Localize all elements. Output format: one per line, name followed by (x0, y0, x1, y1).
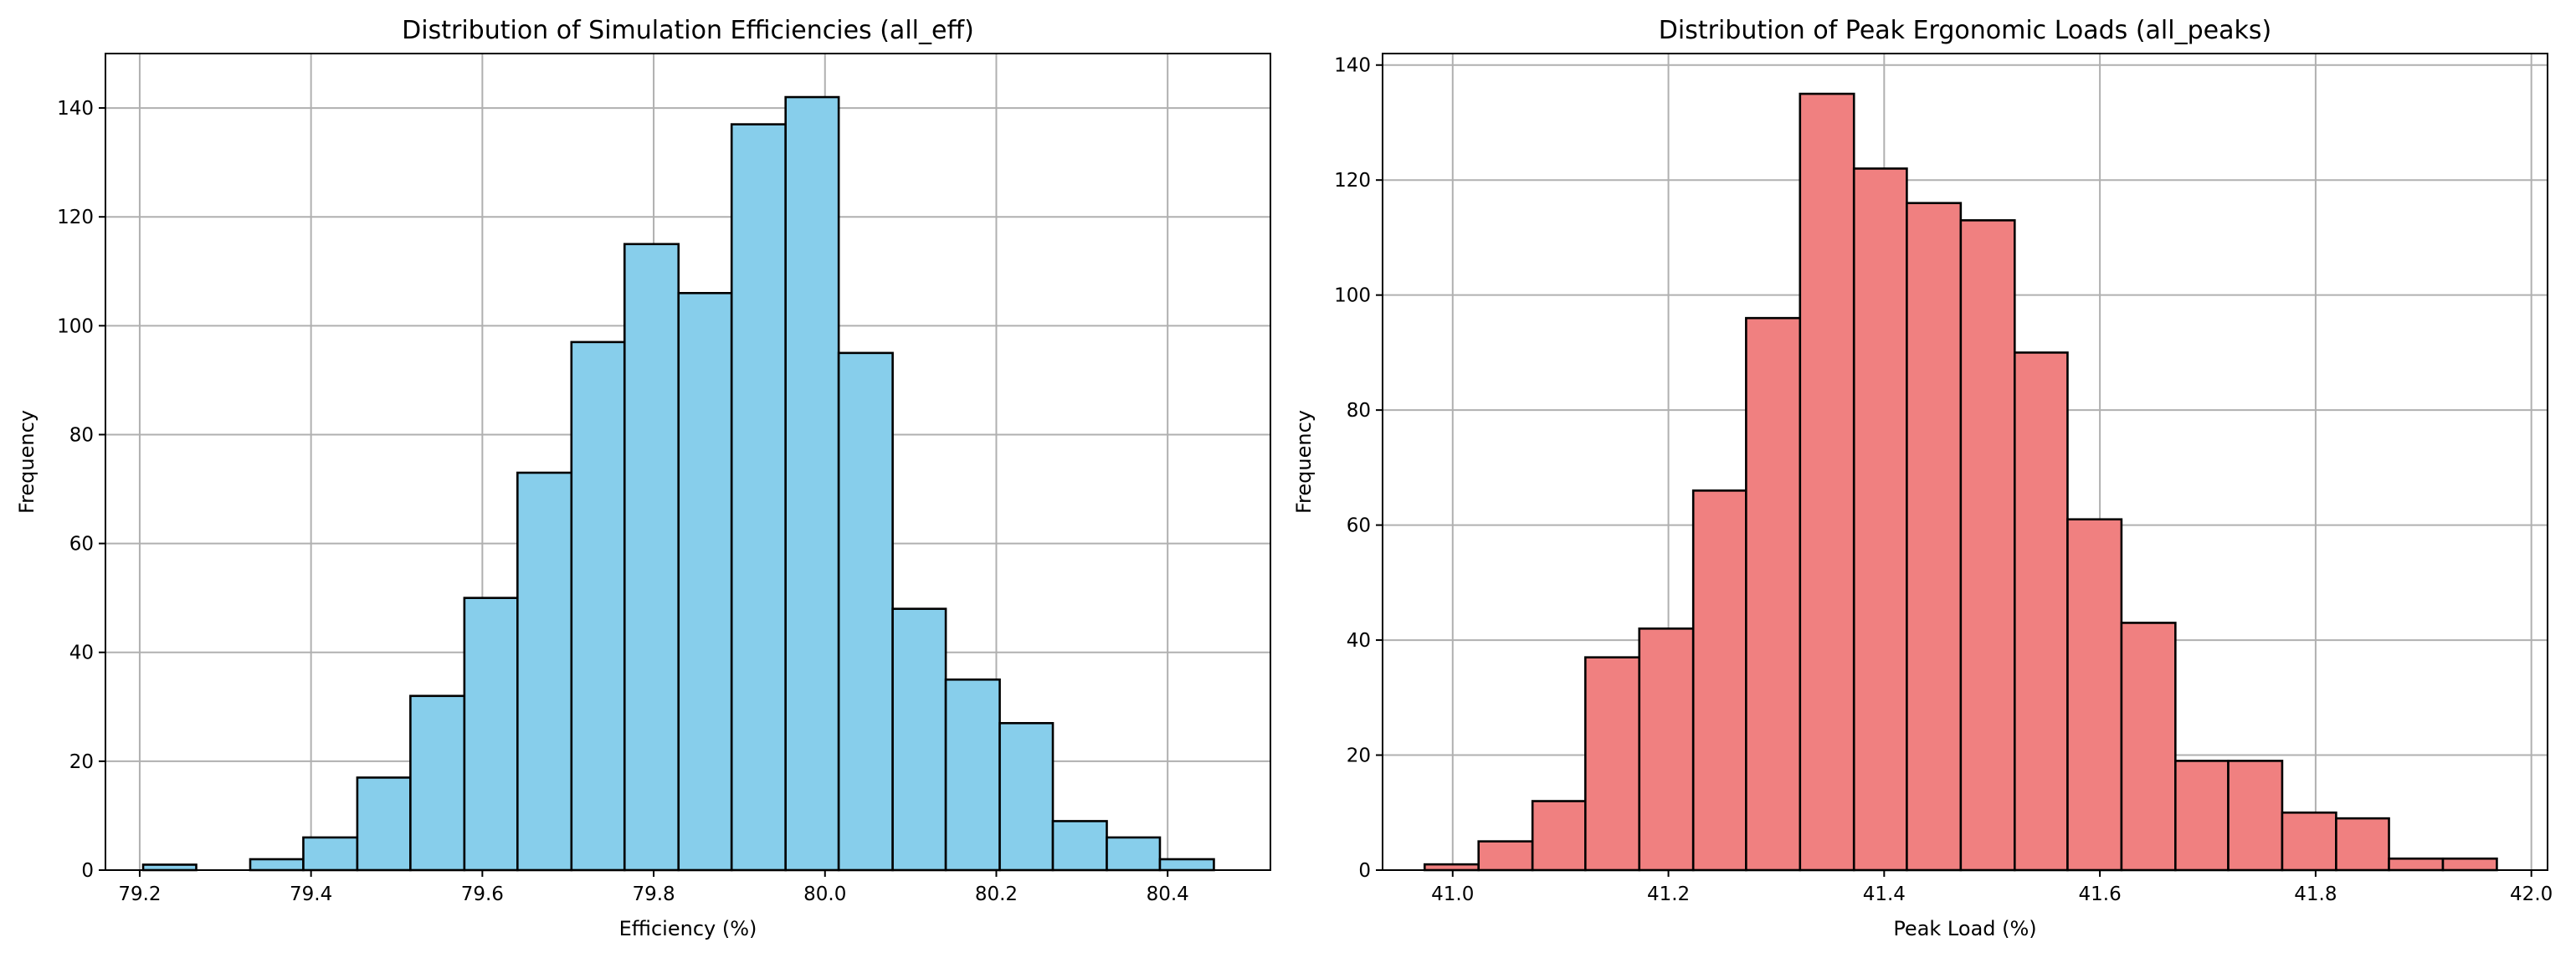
peak-load-x-tick-label: 41.6 (2079, 883, 2122, 905)
peak-load-x-tick-label: 41.2 (1647, 883, 1690, 905)
peak-load-y-tick-label: 120 (1334, 170, 1371, 192)
peak-load-y-tick-label: 60 (1347, 515, 1371, 537)
efficiency-y-tick-label: 140 (57, 98, 94, 120)
peak-load-y-tick-label: 100 (1334, 285, 1371, 307)
efficiency-histogram-bar (516, 471, 573, 872)
peak-load-x-tick-label: 41.0 (1431, 883, 1474, 905)
efficiency-histogram-bar (837, 351, 894, 872)
peak-load-histogram-bar (2120, 622, 2177, 872)
peak-load-histogram-bar (2174, 760, 2230, 872)
efficiency-x-ticks: 79.2 79.4 79.6 79.8 80.0 80.2 80.4 (118, 870, 1189, 905)
peak-load-x-axis-label: Peak Load (%) (1893, 917, 2036, 940)
peak-load-histogram-bar (2066, 518, 2123, 872)
efficiency-histogram-bar (1106, 836, 1162, 872)
efficiency-y-tick-label: 80 (69, 424, 94, 446)
efficiency-y-tick-label: 40 (69, 643, 94, 664)
efficiency-histogram-bar (623, 243, 680, 872)
peak-load-y-tick-label: 80 (1347, 400, 1371, 422)
efficiency-y-tick-label: 60 (69, 534, 94, 556)
efficiency-histogram-bar (409, 694, 466, 872)
peak-load-y-ticks: 0 20 40 60 80 100 120 140 (1334, 55, 1383, 882)
peak-load-histogram-bar (1691, 489, 1747, 872)
peak-load-histogram-bar (1423, 863, 1480, 872)
efficiency-histogram-bar (249, 858, 305, 872)
efficiency-y-axis-label: Frequency (15, 410, 38, 514)
efficiency-y-tick-label: 20 (69, 751, 94, 773)
efficiency-x-tick-label: 79.8 (632, 883, 675, 905)
peak-load-histogram-bar (2441, 857, 2498, 872)
efficiency-histogram-bar (784, 95, 840, 872)
peak-load-y-tick-label: 20 (1347, 745, 1371, 767)
efficiency-chart-title: Distribution of Simulation Efficiencies … (402, 16, 974, 45)
efficiency-y-tick-label: 120 (57, 207, 94, 228)
peak-load-y-tick-label: 40 (1347, 630, 1371, 652)
efficiency-histogram-bar (1158, 858, 1215, 872)
peak-load-x-tick-label: 41.8 (2294, 883, 2337, 905)
peak-load-histogram-bar (1531, 800, 1587, 872)
peak-load-x-tick-label: 41.4 (1863, 883, 1906, 905)
efficiency-x-tick-label: 80.4 (1147, 883, 1189, 905)
peak-load-y-axis-label: Frequency (1292, 410, 1316, 514)
efficiency-y-tick-label: 0 (81, 860, 94, 882)
peak-load-y-tick-label: 0 (1358, 860, 1371, 882)
peak-load-histogram-bar (2335, 817, 2390, 872)
peak-load-histogram-bar (1745, 316, 1802, 872)
peak-load-x-tick-label: 42.0 (2510, 883, 2553, 905)
peak-load-histogram-bar (1638, 627, 1695, 872)
peak-load-histogram-bar (2388, 857, 2445, 872)
peak-load-histogram-bar (2281, 811, 2337, 872)
efficiency-histogram-bar (730, 123, 787, 872)
efficiency-x-tick-label: 79.2 (118, 883, 161, 905)
efficiency-histogram: 79.2 79.4 79.6 79.8 80.0 80.2 80.4 0 20 40 60 80 10… (15, 16, 1271, 940)
peak-load-histogram-bar (1477, 840, 1534, 872)
efficiency-y-ticks: 0 20 40 60 80 100 120 140 (57, 98, 105, 882)
efficiency-histogram-bar (302, 836, 359, 872)
efficiency-x-axis-label: Efficiency (%) (619, 917, 757, 940)
efficiency-plot-frame (105, 53, 1271, 871)
peak-load-plot-frame (1382, 53, 2548, 871)
efficiency-x-tick-label: 80.2 (975, 883, 1018, 905)
efficiency-x-tick-label: 79.6 (461, 883, 504, 905)
peak-load-histogram-bar (2227, 760, 2284, 872)
peak-load-histogram-bar (1799, 92, 1855, 872)
efficiency-histogram-bar (1051, 820, 1108, 872)
peak-load-bars (1423, 92, 2498, 872)
peak-load-grid (1383, 54, 2548, 871)
efficiency-x-tick-label: 79.4 (290, 883, 332, 905)
efficiency-y-tick-label: 100 (57, 315, 94, 337)
efficiency-histogram-bar (998, 722, 1055, 872)
efficiency-histogram-bar (356, 776, 412, 872)
efficiency-histogram-bar (677, 291, 733, 872)
peak-load-histogram-bar (1959, 219, 2016, 872)
efficiency-histogram-bar (944, 678, 1001, 872)
peak-load-histogram-bar (2013, 351, 2069, 872)
peak-load-x-ticks: 41.0 41.2 41.4 41.6 41.8 42.0 (1431, 870, 2553, 905)
peak-load-histogram-bar (1852, 167, 1908, 872)
peak-load-histogram-bar (1906, 202, 1963, 872)
efficiency-histogram-bar (463, 597, 519, 872)
peak-load-y-tick-label: 140 (1334, 55, 1371, 77)
efficiency-histogram-bar (891, 607, 947, 872)
efficiency-x-tick-label: 80.0 (803, 883, 846, 905)
efficiency-bars (141, 95, 1215, 872)
peak-load-chart-title: Distribution of Peak Ergonomic Loads (al… (1659, 16, 2271, 45)
peak-load-histogram: 41.0 41.2 41.4 41.6 41.8 42.0 0 20 40 60 80 100 120… (1292, 16, 2553, 940)
peak-load-histogram-bar (1584, 656, 1641, 872)
efficiency-histogram-bar (570, 341, 626, 872)
